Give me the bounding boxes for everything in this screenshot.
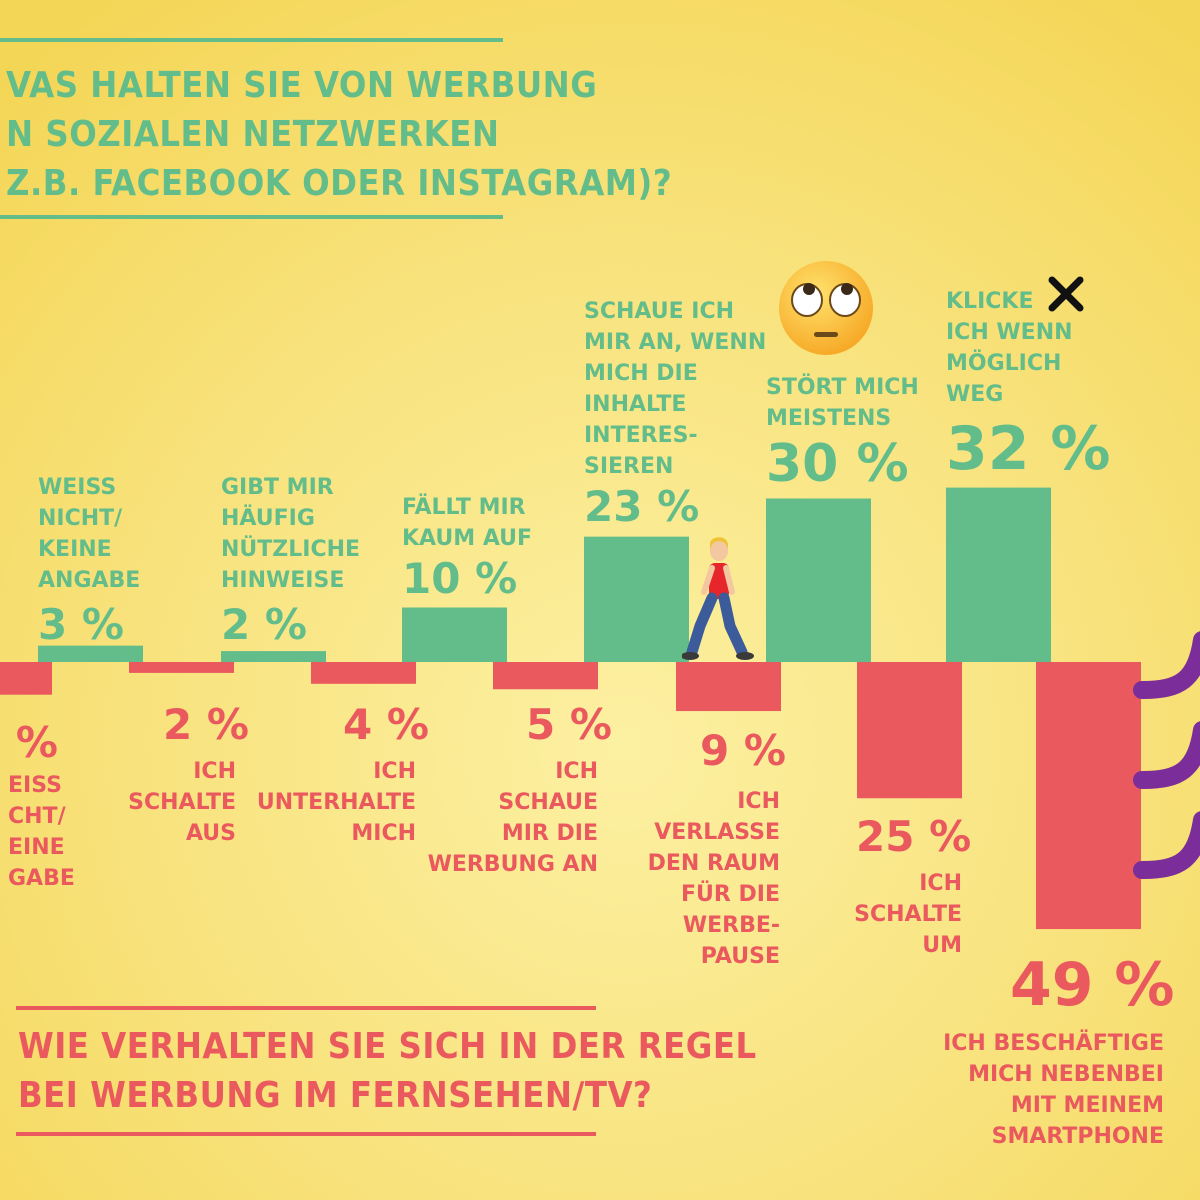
tv-bar-0 xyxy=(0,662,52,695)
social-bar-2 xyxy=(402,607,507,662)
tv-bar-2 xyxy=(311,662,416,684)
social-bar-1 xyxy=(221,651,326,662)
purple-cable-icon xyxy=(1133,631,1200,879)
social-label-faellt-kaum-auf: FÄLLT MIR KAUM AUF xyxy=(402,495,533,551)
tv-label-schalte-aus: ICH SCHALTE AUS xyxy=(128,759,236,846)
social-media-bars xyxy=(38,487,1051,662)
tv-label-schalte-um: ICH SCHALTE UM xyxy=(854,871,962,958)
social-question-line-1: VAS HALTEN SIE VON WERBUNG xyxy=(6,65,598,106)
social-bar-5 xyxy=(946,487,1051,662)
social-bar-4 xyxy=(766,498,871,662)
social-question-title: VAS HALTEN SIE VON WERBUNG N SOZIALEN NE… xyxy=(6,61,672,208)
tv-label-verlasse-raum: ICH VERLASSE DEN RAUM FÜR DIE WERBE- PAU… xyxy=(647,789,780,969)
social-value-stoert-mich: 30 % xyxy=(766,434,909,494)
tv-value-verlasse-raum: 9 % xyxy=(700,726,786,775)
tv-question-line-2: BEI WERBUNG IM FERNSEHEN/TV? xyxy=(18,1075,653,1116)
social-label-weiss-nicht: WEISS NICHT/ KEINE ANGABE xyxy=(38,475,141,593)
top-rule-upper xyxy=(0,38,503,42)
social-bar-0 xyxy=(38,645,143,662)
tv-label-schaue-werbung: ICH SCHAUE MIR DIE WERBUNG AN xyxy=(427,759,598,877)
bottom-rule-upper xyxy=(16,1006,596,1010)
tv-value-weiss-nicht: 6 % xyxy=(0,718,58,767)
tv-value-schaue-werbung: 5 % xyxy=(526,700,612,749)
social-label-nuetzliche-hinweise: GIBT MIR HÄUFIG NÜTZLICHE HINWEISE xyxy=(221,475,361,593)
tv-label-weiss-nicht: EISS CHT/ EINE GABE xyxy=(8,773,75,891)
social-value-faellt-kaum-auf: 10 % xyxy=(402,554,518,603)
tv-bar-4 xyxy=(676,662,781,712)
tv-question-line-1: WIE VERHALTEN SIE SICH IN DER REGEL xyxy=(18,1026,757,1067)
tv-value-schalte-um: 25 % xyxy=(856,812,972,861)
tv-value-schalte-aus: 2 % xyxy=(163,700,249,749)
tv-label-smartphone: ICH BESCHÄFTIGE MICH NEBENBEI MIT MEINEM… xyxy=(943,1031,1164,1149)
tv-label-unterhalte-mich: ICH UNTERHALTE MICH xyxy=(256,759,416,846)
top-rule-lower xyxy=(0,215,503,219)
tv-bar-5 xyxy=(857,662,962,799)
social-value-schaue-mir-an: 23 % xyxy=(584,482,700,531)
social-label-schaue-mir-an: SCHAUE ICH MIR AN, WENN MICH DIE INHALTE… xyxy=(584,299,767,479)
social-bar-3 xyxy=(584,536,689,662)
tv-bar-6 xyxy=(1036,662,1141,930)
social-question-line-2: N SOZIALEN NETZWERKEN xyxy=(6,114,500,155)
social-label-klicke-weg: KLICKE ICH WENN MÖGLICH WEG xyxy=(946,289,1073,407)
social-value-nuetzliche-hinweise: 2 % xyxy=(221,600,307,649)
tv-bars xyxy=(0,662,1141,930)
close-x-icon xyxy=(1048,276,1084,312)
social-label-stoert-mich: STÖRT MICH MEISTENS xyxy=(766,375,919,431)
eye-roll-face-icon xyxy=(779,261,873,355)
tv-bar-3 xyxy=(493,662,598,690)
tv-value-smartphone: 49 % xyxy=(1010,950,1175,1020)
tv-question-title: WIE VERHALTEN SIE SICH IN DER REGEL BEI … xyxy=(18,1022,757,1120)
tv-value-unterhalte-mich: 4 % xyxy=(343,700,429,749)
walking-person-icon xyxy=(682,537,754,660)
social-question-line-3: Z.B. FACEBOOK ODER INSTAGRAM)? xyxy=(6,163,673,204)
bottom-rule-lower xyxy=(16,1132,596,1136)
social-value-klicke-weg: 32 % xyxy=(946,414,1111,484)
social-value-weiss-nicht: 3 % xyxy=(38,600,124,649)
tv-bar-1 xyxy=(129,662,234,673)
